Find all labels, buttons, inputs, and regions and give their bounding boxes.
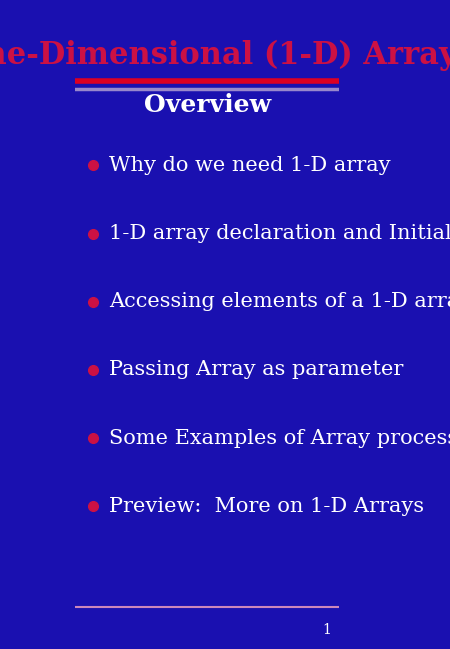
Text: 1: 1 [322,622,331,637]
Text: 1-D array declaration and Initialization: 1-D array declaration and Initialization [109,224,450,243]
Text: Overview: Overview [144,93,270,117]
Text: Some Examples of Array processing: Some Examples of Array processing [109,428,450,448]
Text: Why do we need 1-D array: Why do we need 1-D array [109,156,391,175]
Text: One-Dimensional (1-D) Array: One-Dimensional (1-D) Array [0,40,450,71]
Text: Preview:  More on 1-D Arrays: Preview: More on 1-D Arrays [109,496,424,516]
Text: Accessing elements of a 1-D array: Accessing elements of a 1-D array [109,292,450,312]
Text: Passing Array as parameter: Passing Array as parameter [109,360,404,380]
